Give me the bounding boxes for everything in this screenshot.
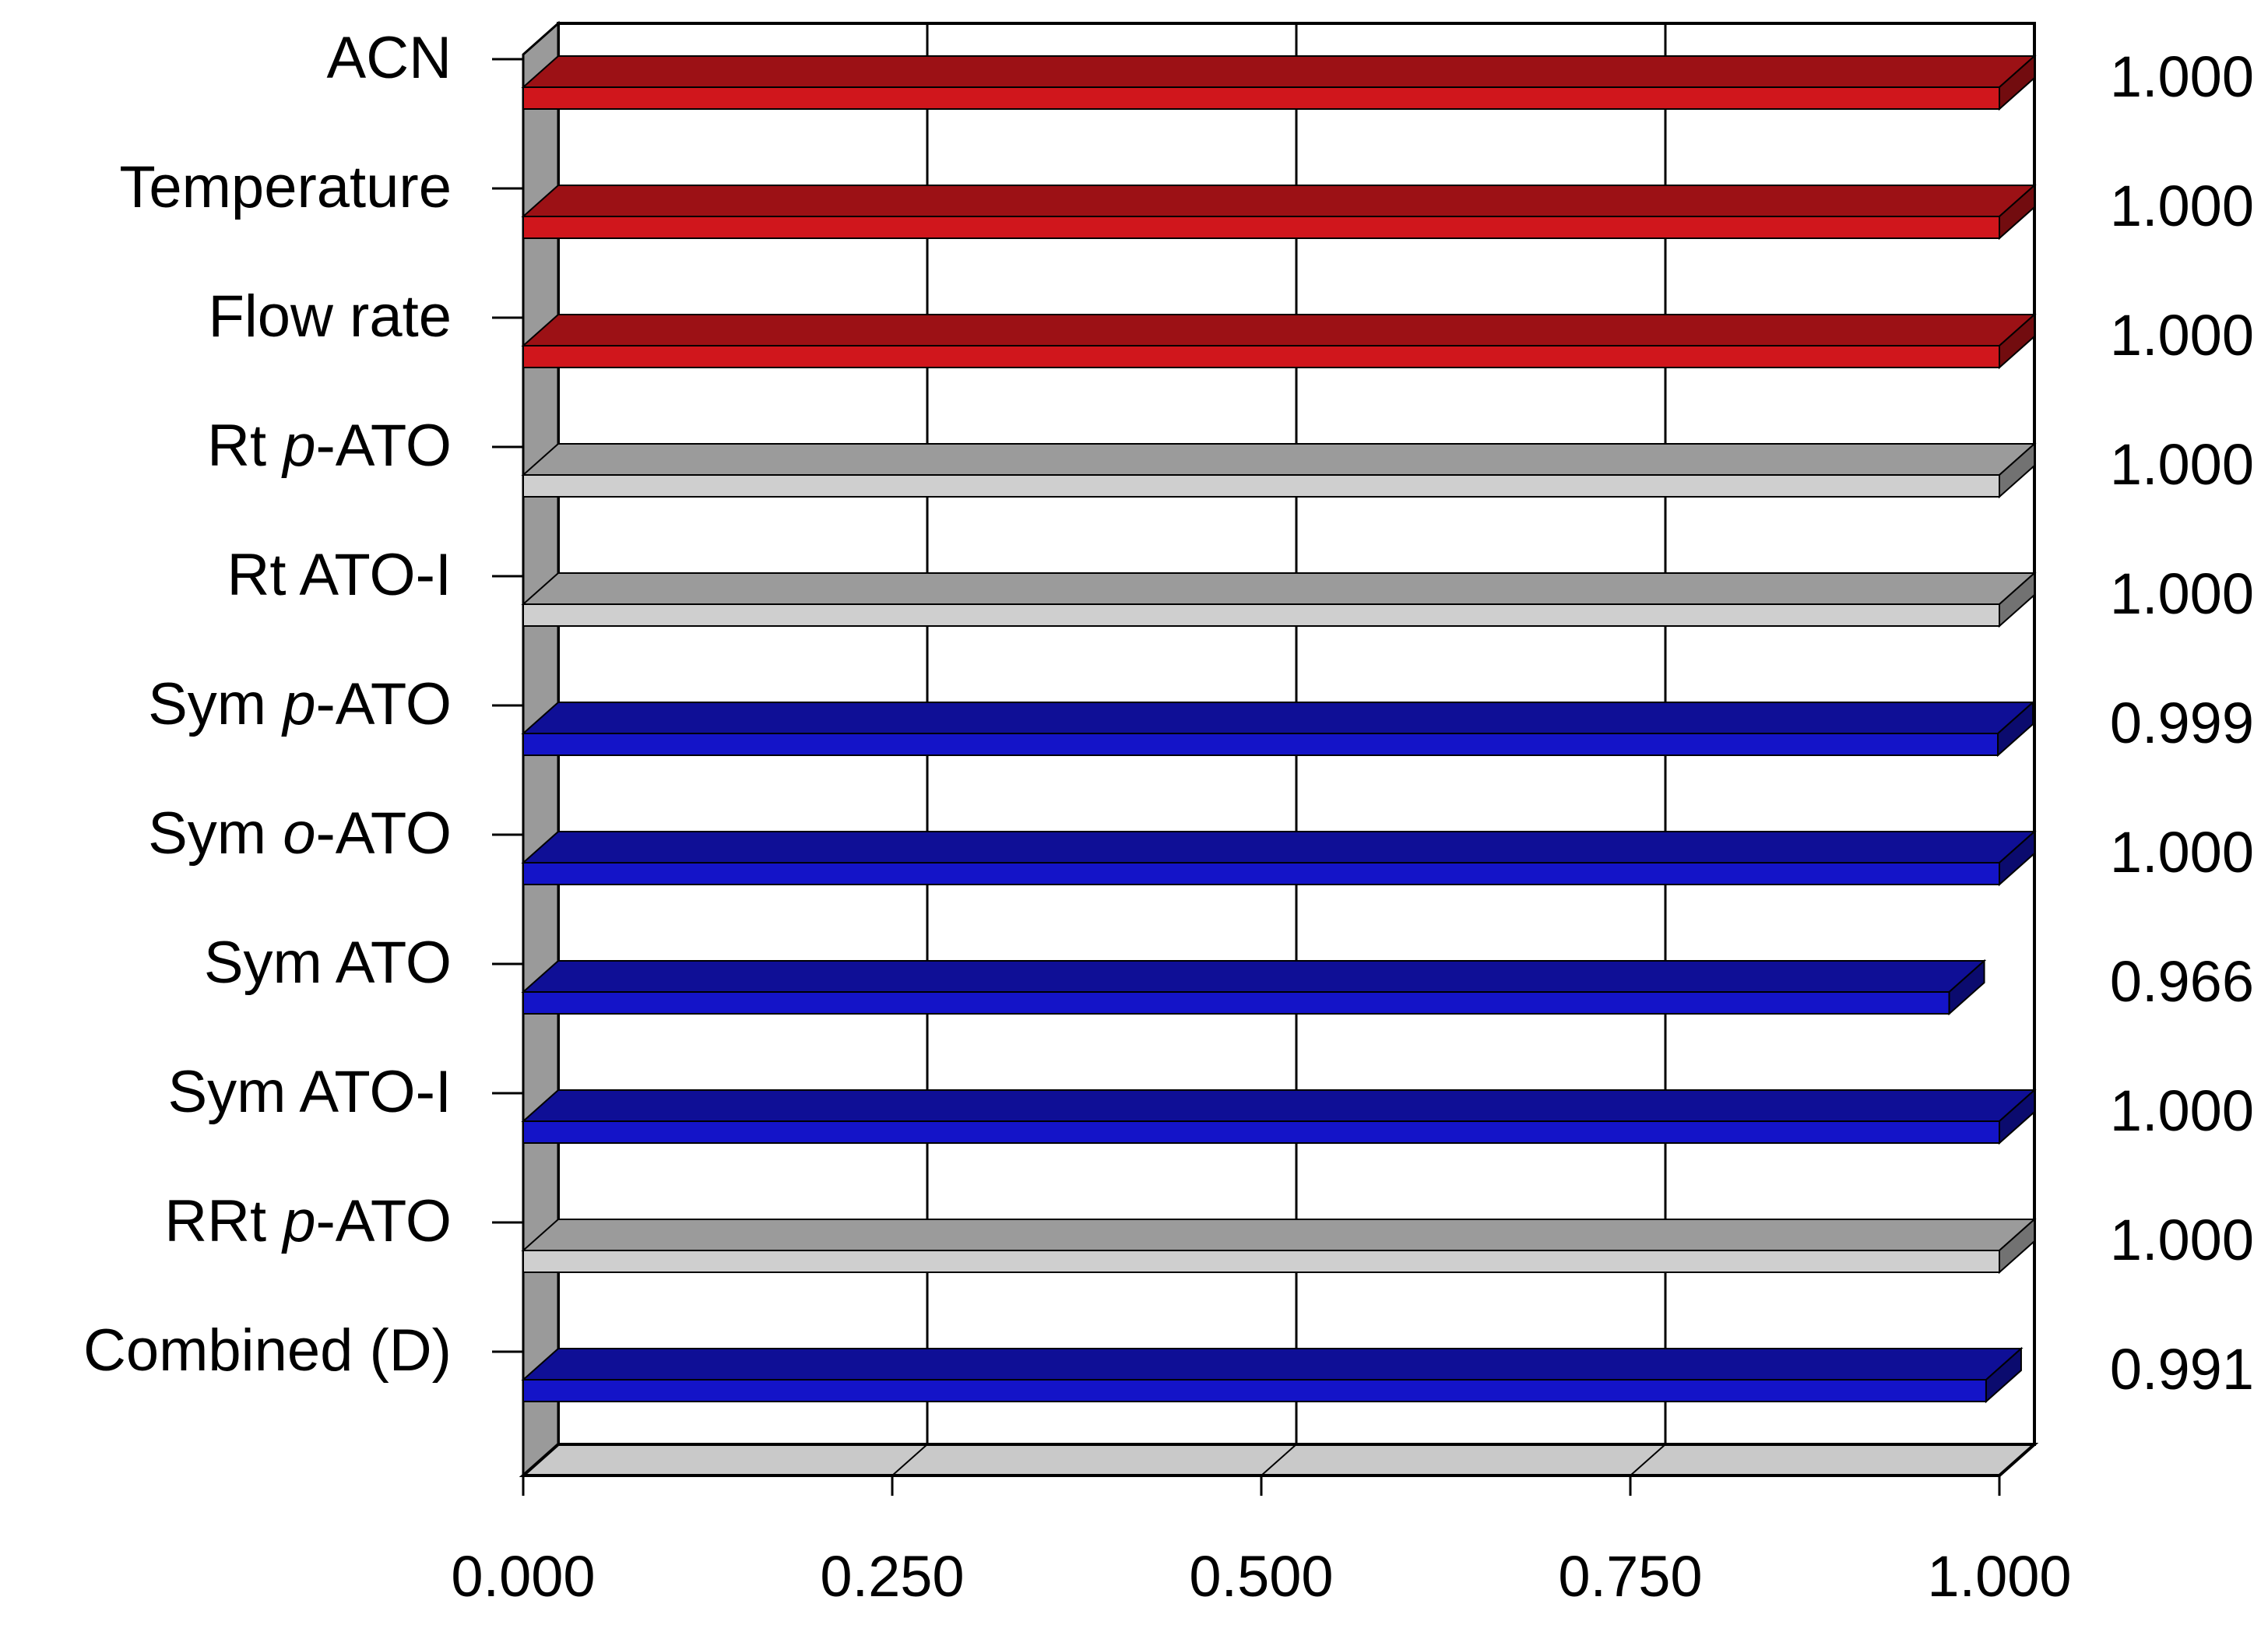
bar-front-face: [522, 1250, 2000, 1273]
value-label: 0.991: [2110, 1337, 2254, 1402]
bar-4: Rt p-ATO 1.000: [207, 413, 2254, 499]
value-label: 1.000: [2110, 820, 2254, 885]
bar-7: Sym o-ATO 1.000: [148, 800, 2254, 887]
bar-end-face: [1999, 1088, 2035, 1145]
bar-front-face: [522, 603, 2000, 627]
bar-front-face: [522, 862, 2000, 885]
bar-end-face: [1999, 54, 2035, 111]
bar-8: Sym ATO 0.966: [204, 930, 2254, 1016]
category-label: Combined (D): [83, 1317, 452, 1384]
x-tick-label: 0.000: [451, 1544, 595, 1609]
bar-10: RRt p-ATO 1.000: [164, 1188, 2254, 1275]
floor-gridline: [1630, 1444, 1666, 1476]
bar-end-face: [1999, 829, 2035, 887]
bar-11: Combined (D) 0.991: [83, 1317, 2254, 1404]
x-tick-label: 0.500: [1189, 1544, 1333, 1609]
bar-1: ACN 1.000: [327, 25, 2254, 111]
x-tick-label: 1.000: [1927, 1544, 2071, 1609]
bar-end-face: [1948, 958, 1985, 1016]
value-label: 1.000: [2110, 432, 2254, 497]
bar-5: Rt ATO-I 1.000: [227, 542, 2254, 628]
bar-top-face: [521, 185, 2037, 217]
bar-end-face: [1999, 312, 2035, 370]
value-label: 1.000: [2110, 1208, 2254, 1272]
bar-top-face: [521, 702, 2035, 734]
bar-end-face: [1999, 183, 2035, 241]
category-label: Sym ATO: [204, 930, 452, 996]
bar-end-face: [1999, 571, 2035, 628]
x-tick-label: 0.750: [1558, 1544, 1702, 1609]
floor-gridline: [891, 1444, 928, 1476]
bar-end-face: [1999, 441, 2035, 499]
bar-top-face: [521, 314, 2037, 346]
bar-top-face: [521, 55, 2037, 88]
bar-front-face: [522, 474, 2000, 498]
category-label: Rt p-ATO: [207, 413, 452, 479]
category-label: Sym ATO-I: [167, 1059, 452, 1125]
bar-front-face: [522, 345, 2000, 368]
x-tick-label: 0.250: [820, 1544, 964, 1609]
value-label: 0.966: [2110, 949, 2254, 1014]
value-label: 1.000: [2110, 174, 2254, 238]
bar-9: Sym ATO-I 1.000: [167, 1059, 2254, 1145]
bar-end-face: [1997, 700, 2034, 758]
bar-2: Temperature 1.000: [119, 154, 2254, 241]
category-label: Flow rate: [208, 283, 452, 350]
category-label: RRt p-ATO: [164, 1188, 452, 1254]
floor-gridline: [1999, 1444, 2035, 1476]
bar-front-face: [522, 1120, 2000, 1144]
bar-end-face: [1999, 1217, 2035, 1275]
category-label: Sym o-ATO: [148, 800, 452, 867]
bar-top-face: [521, 1348, 2024, 1381]
value-label: 1.000: [2110, 1078, 2254, 1143]
value-label: 1.000: [2110, 44, 2254, 109]
value-label: 1.000: [2110, 561, 2254, 626]
bar-front-face: [522, 216, 2000, 239]
bar-top-face: [521, 443, 2037, 476]
bar-top-face: [521, 831, 2037, 864]
bar-6: Sym p-ATO 0.999: [148, 671, 2254, 758]
bar-front-face: [522, 1379, 1987, 1402]
category-label: Sym p-ATO: [148, 671, 452, 737]
category-label: Rt ATO-I: [227, 542, 452, 608]
category-label: Temperature: [119, 154, 452, 220]
bar-front-face: [522, 86, 2000, 110]
bar-top-face: [521, 960, 1987, 993]
bar-front-face: [522, 991, 1950, 1015]
bar-top-face: [521, 1219, 2037, 1251]
bar-end-face: [1985, 1346, 2022, 1404]
floor-gridline: [1261, 1444, 1297, 1476]
bar-top-face: [521, 1089, 2037, 1122]
bar-3: Flow rate 1.000: [208, 283, 2254, 370]
category-label: ACN: [327, 25, 452, 91]
bar-front-face: [522, 733, 1999, 756]
value-label: 1.000: [2110, 303, 2254, 368]
bar-top-face: [521, 572, 2037, 605]
value-label: 0.999: [2110, 691, 2254, 755]
